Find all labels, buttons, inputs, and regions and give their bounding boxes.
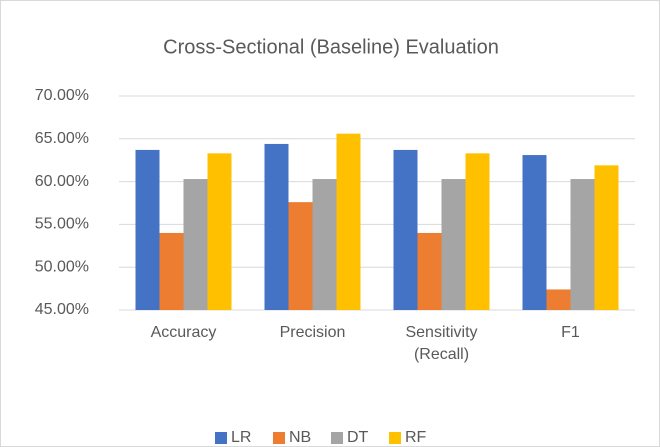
bar xyxy=(594,165,619,310)
bar xyxy=(522,155,547,310)
legend-swatch xyxy=(331,432,343,444)
y-tick-label: 45.00% xyxy=(35,301,89,318)
bar xyxy=(135,149,160,310)
legend-swatch xyxy=(215,432,227,444)
bar xyxy=(465,153,490,310)
bar xyxy=(264,143,289,310)
chart-title: Cross-Sectional (Baseline) Evaluation xyxy=(163,36,499,58)
bar xyxy=(336,133,361,310)
bar xyxy=(159,232,184,310)
legend-swatch xyxy=(273,432,285,444)
legend-swatch xyxy=(389,432,401,444)
bar xyxy=(441,179,466,310)
legend-label: RF xyxy=(405,429,427,446)
x-tick-label: F1 xyxy=(561,324,580,341)
legend-label: NB xyxy=(289,429,311,446)
legend-label: LR xyxy=(231,429,251,446)
bar xyxy=(312,179,337,310)
bar xyxy=(417,232,442,310)
y-tick-label: 50.00% xyxy=(35,258,89,275)
legend-label: DT xyxy=(347,429,369,446)
y-tick-label: 55.00% xyxy=(35,216,89,233)
bar xyxy=(288,202,313,310)
bar xyxy=(207,153,232,310)
bar xyxy=(570,179,595,310)
y-tick-label: 65.00% xyxy=(35,130,89,147)
x-tick-label: Precision xyxy=(279,324,346,341)
bar xyxy=(546,289,571,310)
y-tick-label: 70.00% xyxy=(35,87,89,104)
bar xyxy=(183,179,208,310)
x-tick-label: Sensitivity (Recall) xyxy=(405,324,478,363)
x-tick-label: Accuracy xyxy=(150,324,217,341)
bar xyxy=(393,149,418,310)
y-tick-label: 60.00% xyxy=(35,173,89,190)
